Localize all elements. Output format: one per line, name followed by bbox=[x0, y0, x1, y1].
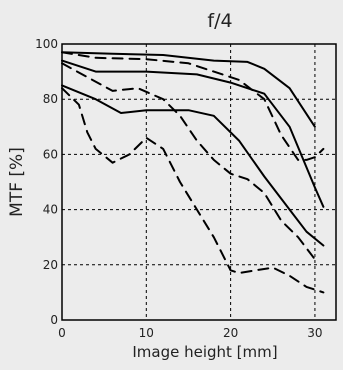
x-tick-label: 30 bbox=[307, 326, 322, 340]
y-tick-label: 0 bbox=[50, 313, 58, 327]
series-layer bbox=[61, 51, 325, 294]
mtf-curve-dashed-5 bbox=[61, 62, 316, 261]
mtf-curve-solid-1 bbox=[61, 51, 316, 128]
mtf-curve-dashed-4 bbox=[61, 51, 325, 161]
mtf-curve-dashed-6 bbox=[61, 87, 325, 294]
mtf-curve-solid-2 bbox=[61, 59, 325, 208]
chart-title: f/4 bbox=[207, 10, 232, 32]
x-tick-label: 0 bbox=[58, 326, 66, 340]
y-tick-label: 40 bbox=[43, 203, 58, 217]
mtf-curve-solid-3 bbox=[61, 84, 325, 247]
y-axis-label: MTF [%] bbox=[7, 147, 27, 217]
tick-layer: 0 10 20 30 0 20 40 60 80 100 bbox=[35, 37, 322, 340]
y-tick-label: 20 bbox=[43, 258, 58, 272]
x-tick-label: 10 bbox=[139, 326, 154, 340]
plot-frame bbox=[61, 43, 337, 321]
y-tick-label: 60 bbox=[43, 147, 58, 161]
y-tick-label: 100 bbox=[35, 37, 58, 51]
y-tick-label: 80 bbox=[43, 92, 58, 106]
x-tick-label: 20 bbox=[223, 326, 238, 340]
x-axis-label: Image height [mm] bbox=[132, 343, 277, 361]
